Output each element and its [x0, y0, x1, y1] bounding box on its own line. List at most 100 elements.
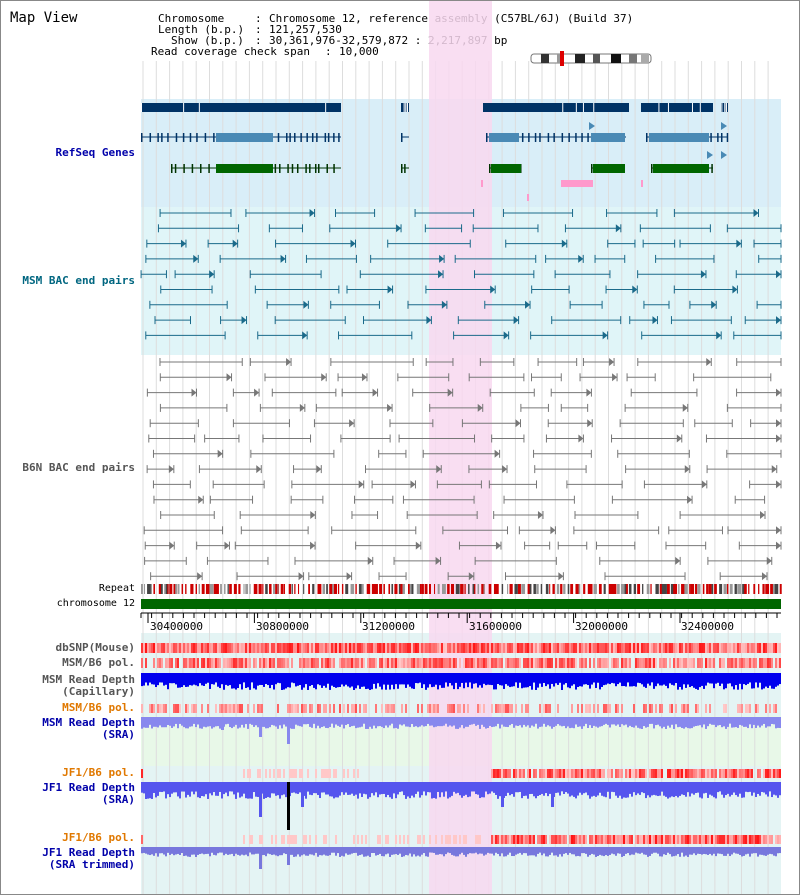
- read-depth-bar: [505, 847, 507, 857]
- heat-cell: [347, 643, 349, 653]
- repeat-mark: [770, 584, 774, 594]
- heat-cell: [295, 643, 297, 653]
- read-depth-bar: [277, 782, 279, 796]
- track-label-msm-depth-cap-1[interactable]: MSM Read Depth: [42, 673, 135, 686]
- read-depth-bar: [459, 782, 461, 796]
- heat-cell: [705, 658, 707, 668]
- heat-cell: [507, 769, 509, 778]
- read-depth-bar: [317, 673, 319, 685]
- read-depth-bar: [683, 847, 685, 857]
- read-depth-bar: [215, 717, 217, 727]
- repeat-mark: [434, 584, 436, 594]
- read-depth-bar: [399, 847, 401, 854]
- track-label-jf1-depth-sra-2[interactable]: (SRA): [101, 793, 135, 806]
- read-depth-bar: [141, 717, 143, 729]
- heat-cell: [239, 643, 241, 653]
- heat-cell: [773, 769, 775, 778]
- read-depth-bar: [291, 847, 293, 855]
- read-depth-bar: [771, 717, 773, 724]
- track-label-b6n-bac[interactable]: B6N BAC end pairs: [22, 461, 135, 474]
- track-label-msm-depth-cap-2[interactable]: (Capillary): [62, 685, 135, 698]
- gene-exon-gap: [691, 103, 693, 112]
- track-label-refseq[interactable]: RefSeq Genes: [55, 146, 135, 159]
- gene-exon: [277, 133, 280, 142]
- heat-cell: [501, 658, 503, 668]
- read-depth-bar: [595, 717, 597, 727]
- heat-cell: [343, 704, 345, 713]
- read-depth-bar: [497, 782, 499, 799]
- track-label-msm-b6-pol-2[interactable]: MSM/B6 pol.: [62, 701, 135, 714]
- read-depth-bar: [647, 673, 649, 684]
- read-depth-bar: [151, 717, 153, 729]
- heat-cell: [697, 658, 699, 668]
- read-depth-bar: [213, 673, 215, 685]
- read-depth-bar: [359, 717, 361, 728]
- heat-cell: [527, 835, 529, 844]
- track-label-msm-depth-sra-1[interactable]: MSM Read Depth: [42, 716, 135, 729]
- read-depth-bar: [241, 717, 243, 725]
- read-depth-bar: [439, 847, 441, 855]
- track-label-msm-bac[interactable]: MSM BAC end pairs: [22, 274, 135, 287]
- read-depth-bar: [153, 673, 155, 685]
- track-label-jf1-depth-trim-1[interactable]: JF1 Read Depth: [42, 846, 135, 859]
- repeat-mark: [753, 584, 756, 594]
- read-depth-bar: [279, 847, 281, 856]
- ideogram-band: [641, 54, 649, 63]
- read-depth-bar: [495, 673, 497, 690]
- read-depth-bar: [699, 847, 701, 854]
- read-depth-bar: [297, 847, 299, 855]
- gene-exon-gap: [325, 103, 327, 112]
- read-depth-bar: [467, 782, 469, 798]
- read-depth-bar: [149, 717, 151, 725]
- read-depth-bar: [229, 847, 231, 855]
- heat-cell: [691, 835, 693, 844]
- read-depth-bar: [731, 673, 733, 687]
- track-label-jf1-depth-sra-1[interactable]: JF1 Read Depth: [42, 781, 135, 794]
- read-depth-bar: [203, 717, 205, 727]
- track-label-dbsnp[interactable]: dbSNP(Mouse): [55, 641, 135, 654]
- heat-cell: [683, 643, 685, 653]
- heat-cell: [177, 643, 179, 653]
- heat-cell: [499, 835, 501, 844]
- track-label-msm-b6-pol[interactable]: MSM/B6 pol.: [62, 656, 135, 669]
- read-depth-bar: [733, 673, 735, 690]
- track-label-msm-depth-sra-2[interactable]: (SRA): [101, 728, 135, 741]
- read-depth-spike: [287, 782, 290, 830]
- read-depth-bar: [721, 673, 723, 684]
- read-depth-bar: [563, 847, 565, 854]
- bac-pair-arrow: [682, 403, 688, 412]
- repeat-mark: [628, 584, 632, 594]
- read-depth-bar: [735, 782, 737, 796]
- heat-cell: [581, 835, 583, 844]
- bac-pair-arrow: [256, 465, 262, 474]
- track-label-jf1-b6-pol[interactable]: JF1/B6 pol.: [62, 766, 135, 779]
- heat-cell: [373, 658, 375, 668]
- heat-cell: [439, 643, 441, 653]
- heat-cell: [581, 769, 583, 778]
- read-depth-bar: [483, 847, 485, 856]
- read-depth-bar: [685, 673, 687, 688]
- track-label-jf1-depth-trim-2[interactable]: (SRA trimmed): [48, 858, 135, 871]
- read-depth-bar: [265, 673, 267, 684]
- read-depth-bar: [711, 847, 713, 856]
- read-depth-bar: [643, 847, 645, 855]
- read-depth-bar: [441, 847, 443, 855]
- repeat-mark: [726, 584, 729, 594]
- heat-cell: [507, 643, 509, 653]
- heat-cell: [351, 658, 353, 668]
- bac-pair-arrow: [193, 254, 199, 263]
- track-label-jf1-b6-pol-2[interactable]: JF1/B6 pol.: [62, 831, 135, 844]
- repeat-mark: [195, 584, 197, 594]
- heat-cell: [297, 704, 299, 713]
- heat-cell: [269, 643, 271, 653]
- read-depth-bar: [753, 673, 755, 689]
- heat-cell: [767, 643, 769, 653]
- heat-cell: [201, 704, 203, 713]
- read-depth-bar: [755, 673, 757, 683]
- read-depth-bar: [175, 673, 177, 685]
- read-depth-bar: [403, 782, 405, 796]
- gene-exon: [204, 133, 207, 142]
- read-depth-bar: [397, 847, 399, 855]
- read-depth-bar: [691, 782, 693, 794]
